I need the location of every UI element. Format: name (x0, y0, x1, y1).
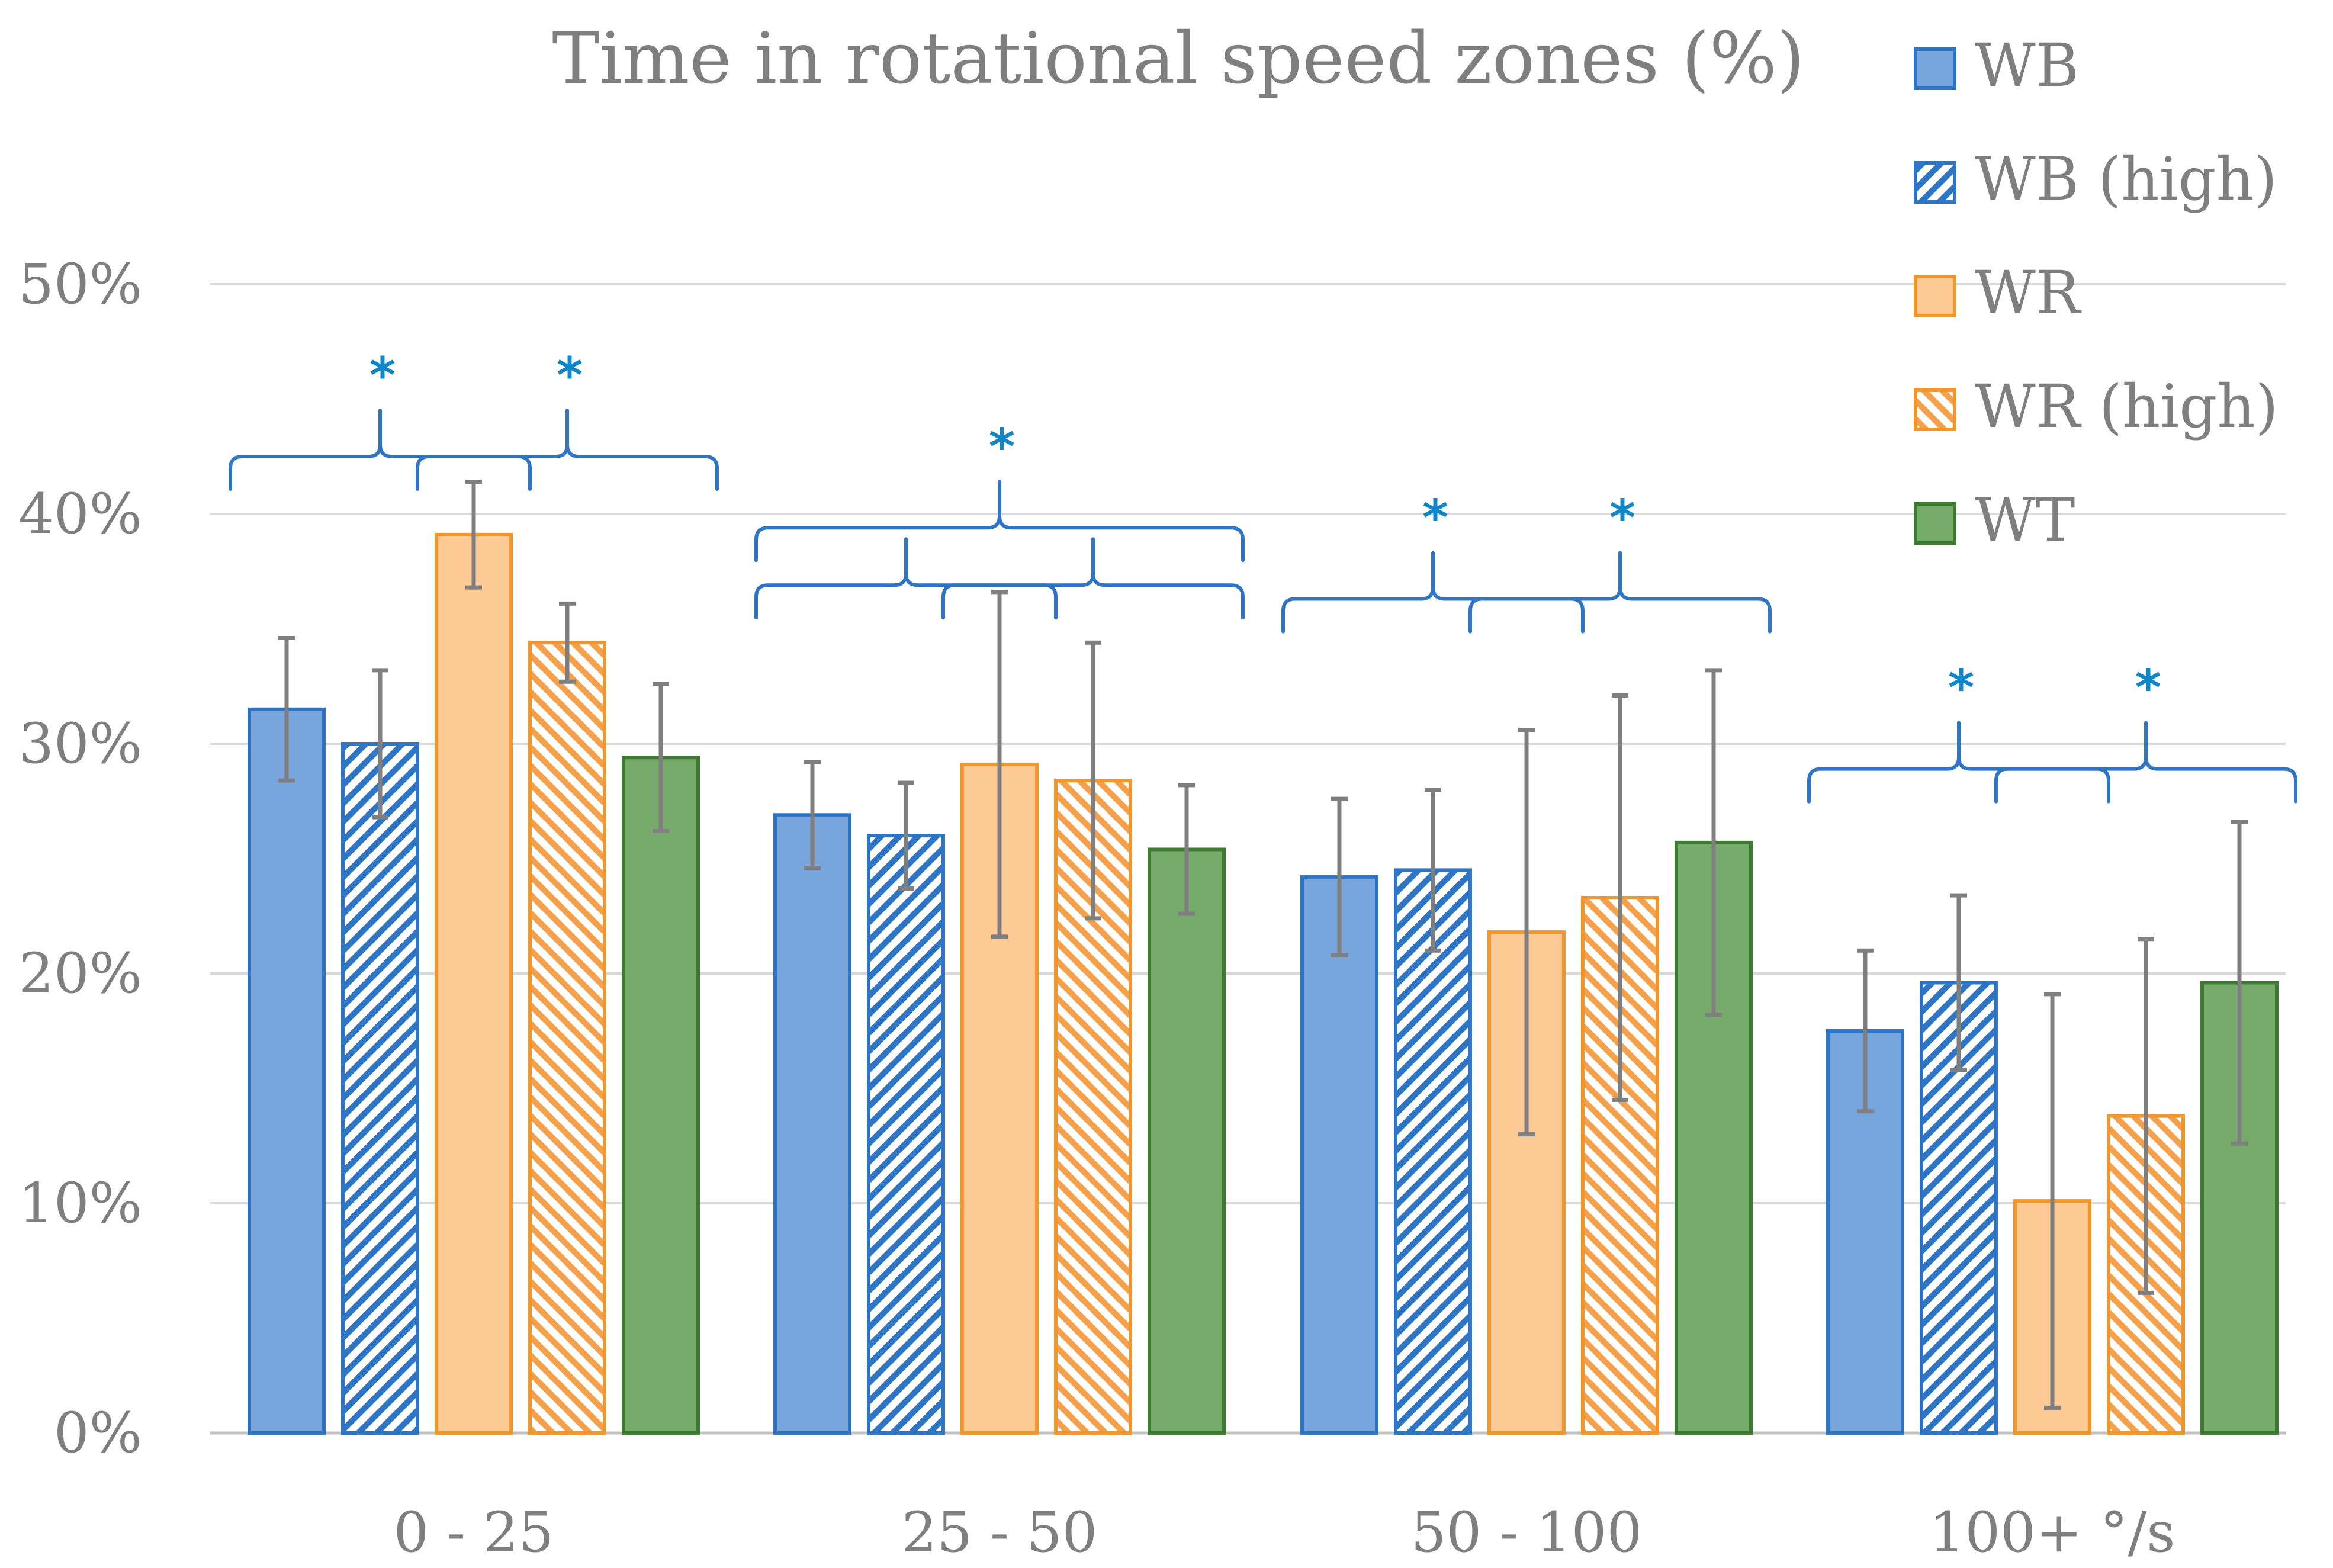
y-axis-tick-labels: 0% 10% 20% 30% 40% 50% (18, 252, 142, 1466)
bar (1148, 847, 1226, 1435)
x-category-label: 100+ °/s (1930, 1500, 2175, 1565)
bar (341, 742, 419, 1435)
legend-label: WB (high) (1975, 144, 2277, 214)
bar (867, 834, 945, 1435)
legend-label: WT (1975, 486, 2075, 555)
bar (1300, 875, 1378, 1435)
y-tick-label: 30% (18, 712, 142, 776)
significance-brace (941, 537, 1245, 620)
error-bars (278, 480, 2248, 1410)
legend: WB WB (high) WR WR (high) WT (1914, 31, 2279, 555)
x-category-label: 0 - 25 (394, 1500, 554, 1565)
legend-label: WR (1975, 258, 2082, 327)
bar (1394, 868, 1472, 1435)
significance-brace (1468, 551, 1772, 634)
significance-star: * (989, 417, 1015, 475)
significance-braces: * * * * * * * (229, 346, 2297, 804)
legend-swatch (1914, 161, 1956, 204)
y-tick-label: 10% (18, 1171, 142, 1236)
significance-brace (754, 480, 1245, 563)
bar (773, 813, 851, 1435)
significance-brace (1807, 721, 2110, 804)
y-tick-label: 50% (18, 252, 142, 317)
significance-brace (1281, 551, 1585, 634)
bar (622, 756, 700, 1435)
y-tick-label: 20% (18, 942, 142, 1006)
significance-star: * (1609, 489, 1635, 547)
significance-star: * (1422, 489, 1448, 547)
bar (528, 641, 606, 1435)
x-category-label: 25 - 50 (902, 1500, 1098, 1565)
y-tick-label: 40% (18, 482, 142, 547)
significance-star: * (369, 346, 396, 404)
significance-star: * (557, 346, 583, 404)
bar (435, 532, 513, 1435)
legend-label: WB (1975, 31, 2079, 100)
legend-swatch (1914, 502, 1956, 545)
legend-label: WR (high) (1975, 372, 2279, 441)
legend-swatch (1914, 388, 1956, 431)
chart-title: Time in rotational speed zones (%) (552, 18, 1804, 100)
legend-swatch (1914, 47, 1956, 90)
significance-star: * (1948, 659, 1974, 717)
legend-swatch (1914, 275, 1956, 317)
significance-brace (416, 409, 719, 491)
significance-brace (229, 409, 532, 491)
significance-brace (1994, 721, 2297, 804)
significance-brace (754, 537, 1058, 620)
x-axis-category-labels: 0 - 25 25 - 50 50 - 100 100+ °/s (394, 1500, 2175, 1565)
y-tick-label: 0% (54, 1401, 142, 1466)
bar (248, 707, 326, 1435)
x-category-label: 50 - 100 (1411, 1500, 1643, 1565)
significance-star: * (2135, 659, 2161, 717)
